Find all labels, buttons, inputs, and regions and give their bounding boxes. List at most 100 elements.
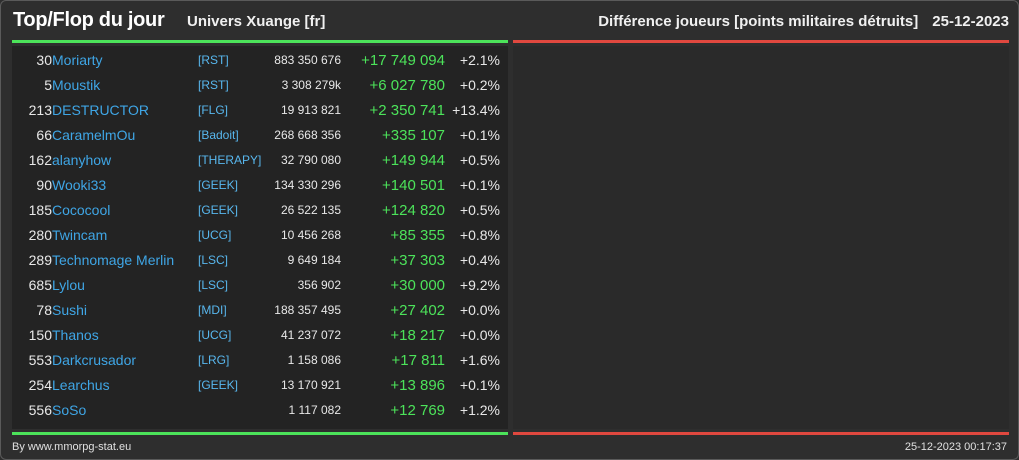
player-row: 185 Cococool [GEEK] 26 522 135 +124 820 +0.5% bbox=[12, 198, 508, 223]
points-difference: +140 501 bbox=[382, 177, 445, 194]
player-rank: 289 bbox=[28, 252, 52, 268]
alliance-tag-link[interactable]: [FLG] bbox=[198, 103, 229, 117]
percent-change: +1.2% bbox=[459, 402, 500, 418]
points-difference: +149 944 bbox=[382, 152, 445, 169]
header-date: 25-12-2023 bbox=[932, 13, 1009, 30]
top-accent-bar-upper bbox=[12, 40, 508, 43]
player-name-link[interactable]: Technomage Merlin bbox=[52, 252, 175, 268]
generated-timestamp: 25-12-2023 00:17:37 bbox=[904, 441, 1007, 453]
alliance-tag-link[interactable]: [UCG] bbox=[198, 228, 232, 242]
player-name-link[interactable]: Twincam bbox=[52, 227, 108, 243]
percent-change: +0.2% bbox=[459, 77, 500, 93]
alliance-tag-link[interactable]: [MDI] bbox=[198, 303, 227, 317]
player-name-link[interactable]: Darkcrusador bbox=[52, 352, 137, 368]
player-name-link[interactable]: Cococool bbox=[52, 202, 111, 218]
military-points: 356 902 bbox=[297, 278, 341, 292]
player-name-link[interactable]: alanyhow bbox=[52, 152, 112, 168]
alliance-tag-link[interactable]: [LSC] bbox=[198, 253, 229, 267]
points-difference: +17 749 094 bbox=[361, 52, 445, 69]
player-rank: 280 bbox=[28, 227, 52, 243]
alliance-tag-link[interactable]: [UCG] bbox=[198, 328, 232, 342]
military-points: 3 308 279k bbox=[281, 78, 341, 92]
player-name-link[interactable]: Moriarty bbox=[52, 52, 103, 68]
points-difference: +17 811 bbox=[391, 352, 445, 369]
percent-change: +0.8% bbox=[459, 227, 500, 243]
player-row: 556 SoSo 1 117 082 +12 769 +1.2% bbox=[12, 398, 508, 423]
percent-change: +0.0% bbox=[459, 327, 500, 343]
military-points: 1 158 086 bbox=[287, 353, 341, 367]
player-rank: 185 bbox=[28, 202, 52, 218]
player-rank: 556 bbox=[28, 402, 52, 418]
player-name-link[interactable]: Thanos bbox=[52, 327, 99, 343]
player-rank: 685 bbox=[28, 277, 52, 293]
player-row: 289 Technomage Merlin [LSC] 9 649 184 +37 30… bbox=[12, 248, 508, 273]
player-name-link[interactable]: Sushi bbox=[52, 302, 88, 318]
flop-accent-bar-lower bbox=[513, 432, 1009, 435]
points-difference: +37 303 bbox=[390, 252, 445, 269]
player-row: 280 Twincam [UCG] 10 456 268 +85 355 +0.8% bbox=[12, 223, 508, 248]
player-name-link[interactable]: Wooki33 bbox=[52, 177, 107, 193]
points-difference: +27 402 bbox=[390, 302, 445, 319]
player-name-link[interactable]: Moustik bbox=[52, 77, 101, 93]
military-points: 188 357 495 bbox=[274, 303, 341, 317]
player-row: 90 Wooki33 [GEEK] 134 330 296 +140 501 +0.1% bbox=[12, 173, 508, 198]
player-name-link[interactable]: Learchus bbox=[52, 377, 110, 393]
percent-change: +0.1% bbox=[459, 127, 500, 143]
military-points: 134 330 296 bbox=[274, 178, 341, 192]
player-row: 213 DESTRUCTOR [FLG] 19 913 821 +2 350 741 +1… bbox=[12, 98, 508, 123]
metric-header: Différence joueurs [points militaires dé… bbox=[598, 13, 1009, 30]
military-points: 26 522 135 bbox=[280, 203, 341, 217]
player-row: 150 Thanos [UCG] 41 237 072 +18 217 +0.0% bbox=[12, 323, 508, 348]
metric-label: Différence joueurs [points militaires dé… bbox=[598, 13, 919, 30]
page-title: Top/Flop du jour bbox=[13, 9, 165, 31]
percent-change: +1.6% bbox=[459, 352, 500, 368]
player-row: 685 Lylou [LSC] 356 902 +30 000 +9.2% bbox=[12, 273, 508, 298]
military-points: 13 170 921 bbox=[280, 378, 341, 392]
player-rank: 78 bbox=[36, 302, 52, 318]
percent-change: +9.2% bbox=[459, 277, 500, 293]
universe-label: Univers Xuange [fr] bbox=[187, 13, 326, 30]
military-points: 268 668 356 bbox=[274, 128, 341, 142]
player-name-link[interactable]: CaramelmOu bbox=[52, 127, 136, 143]
player-row: 162 alanyhow [THERAPY] 32 790 080 +149 944 +0… bbox=[12, 148, 508, 173]
points-difference: +124 820 bbox=[382, 202, 445, 219]
military-points: 19 913 821 bbox=[280, 103, 341, 117]
site-credit: By www.mmorpg-stat.eu bbox=[12, 441, 132, 453]
alliance-tag-link[interactable]: [LSC] bbox=[198, 278, 229, 292]
alliance-tag-link[interactable]: [THERAPY] bbox=[198, 153, 262, 167]
player-rank: 30 bbox=[36, 52, 52, 68]
alliance-tag-link[interactable]: [LRG] bbox=[198, 353, 230, 367]
player-rank: 254 bbox=[28, 377, 52, 393]
percent-change: +2.1% bbox=[459, 52, 500, 68]
percent-change: +0.4% bbox=[459, 252, 500, 268]
header: Top/Flop du jour Univers Xuange [fr] Dif… bbox=[13, 9, 1009, 35]
player-row: 553 Darkcrusador [LRG] 1 158 086 +17 811 +1.6… bbox=[12, 348, 508, 373]
percent-change: +0.5% bbox=[459, 152, 500, 168]
player-rank: 150 bbox=[28, 327, 52, 343]
percent-change: +0.5% bbox=[459, 202, 500, 218]
top-players-panel: 30 Moriarty [RST] 883 350 676 +17 749 094 +2.… bbox=[12, 46, 508, 429]
player-name-link[interactable]: SoSo bbox=[52, 402, 87, 418]
points-difference: +30 000 bbox=[390, 277, 445, 294]
player-row: 30 Moriarty [RST] 883 350 676 +17 749 094 +2.… bbox=[12, 48, 508, 73]
points-difference: +12 769 bbox=[390, 402, 445, 419]
player-name-link[interactable]: DESTRUCTOR bbox=[52, 102, 149, 118]
player-rank: 553 bbox=[28, 352, 52, 368]
alliance-tag-link[interactable]: [Badoit] bbox=[198, 128, 239, 142]
flop-players-panel bbox=[513, 46, 1009, 429]
military-points: 9 649 184 bbox=[287, 253, 341, 267]
alliance-tag-link[interactable]: [RST] bbox=[198, 53, 229, 67]
player-row: 66 CaramelmOu [Badoit] 268 668 356 +335 107 +… bbox=[12, 123, 508, 148]
points-difference: +6 027 780 bbox=[369, 77, 446, 94]
alliance-tag-link[interactable]: [GEEK] bbox=[198, 378, 239, 392]
percent-change: +13.4% bbox=[452, 102, 500, 118]
percent-change: +0.1% bbox=[459, 377, 500, 393]
alliance-tag-link[interactable]: [GEEK] bbox=[198, 203, 239, 217]
alliance-tag-link[interactable]: [RST] bbox=[198, 78, 229, 92]
player-rank: 90 bbox=[36, 177, 52, 193]
player-row: 5 Moustik [RST] 3 308 279k +6 027 780 +0.2% bbox=[12, 73, 508, 98]
top-accent-bar-lower bbox=[12, 432, 508, 435]
player-name-link[interactable]: Lylou bbox=[52, 277, 85, 293]
alliance-tag-link[interactable]: [GEEK] bbox=[198, 178, 239, 192]
